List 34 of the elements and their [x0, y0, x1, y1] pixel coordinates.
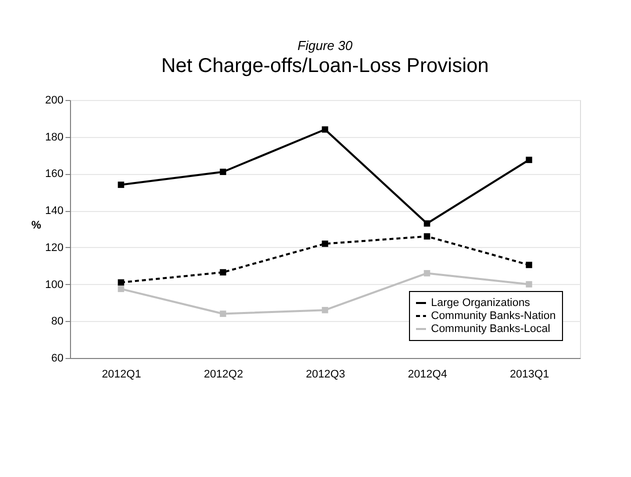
legend-label: Community Banks-Local — [431, 323, 550, 335]
x-tick-label: 2012Q2 — [204, 368, 244, 380]
x-tick-label: 2012Q4 — [408, 368, 448, 380]
chart-subtitle: Figure 30 — [298, 38, 354, 53]
y-tick-label: 80 — [51, 316, 64, 328]
legend-label: Large Organizations — [431, 297, 531, 309]
y-tick-label: 200 — [45, 94, 64, 106]
point — [526, 262, 532, 268]
point — [424, 270, 430, 276]
y-axis-title: % — [31, 220, 42, 232]
y-tick-label: 160 — [45, 168, 64, 180]
point — [118, 279, 124, 286]
y-tick-label: 100 — [45, 278, 64, 291]
y-tick-label: 140 — [45, 205, 64, 218]
legend-label: Community Banks-Nation — [431, 310, 556, 322]
point — [424, 233, 430, 240]
point — [526, 156, 532, 164]
y-tick-label: 180 — [45, 131, 64, 144]
point — [322, 306, 328, 314]
y-tick-label: 120 — [45, 242, 64, 254]
point — [118, 182, 124, 188]
point — [322, 240, 328, 247]
point — [526, 281, 532, 288]
point — [220, 310, 226, 317]
point — [220, 269, 226, 276]
x-tick-label: 2012Q1 — [102, 368, 142, 380]
point — [322, 126, 328, 133]
x-tick-label: 2012Q3 — [306, 368, 346, 380]
point — [424, 220, 430, 227]
point — [220, 168, 226, 176]
x-tick-label: 2013Q1 — [510, 368, 550, 380]
point — [118, 286, 124, 292]
chart-title: Net Charge-offs/Loan-Loss Provision — [161, 55, 489, 77]
y-tick-label: 60 — [51, 352, 64, 364]
